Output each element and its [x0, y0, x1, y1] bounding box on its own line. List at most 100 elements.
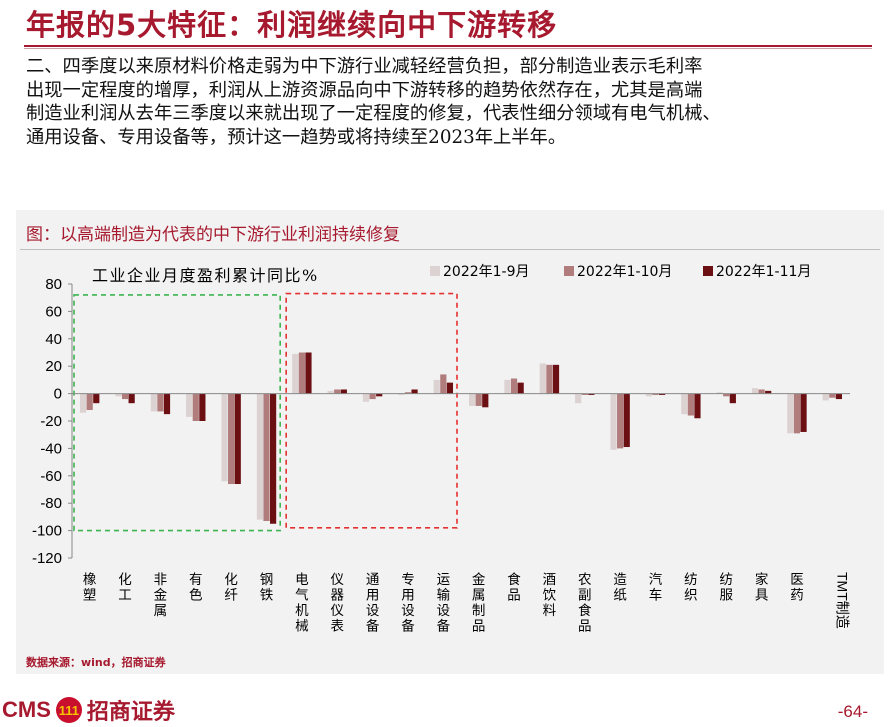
bar — [334, 389, 341, 394]
title-divider-thin — [24, 48, 872, 49]
x-tick-label: 非金属 — [154, 572, 168, 619]
bar — [157, 393, 164, 412]
x-tick-label: 化工 — [118, 572, 132, 604]
bar — [652, 393, 659, 395]
bar — [292, 353, 299, 394]
y-tick-label: -100 — [32, 523, 62, 540]
bar — [115, 393, 122, 397]
bar — [681, 393, 688, 415]
bar — [829, 393, 836, 398]
bar — [617, 393, 624, 449]
bar — [440, 374, 447, 394]
bar — [822, 393, 829, 401]
x-tick-label: 运输设备 — [437, 572, 451, 635]
bar — [546, 364, 553, 394]
bar — [121, 393, 129, 400]
x-tick-label: 造纸 — [613, 572, 627, 604]
logo-badge-icon: 111 — [55, 697, 82, 723]
x-tick-label: 纺织 — [684, 572, 698, 604]
x-tick-label: 纺服 — [719, 572, 733, 604]
bar — [510, 378, 518, 394]
y-tick-label: 20 — [45, 358, 62, 375]
bar — [758, 389, 765, 394]
bar — [93, 393, 100, 404]
page-number: -64- — [837, 702, 868, 721]
x-tick-label: 仪器仪表 — [330, 572, 344, 635]
bar — [751, 388, 759, 394]
bar — [723, 393, 730, 397]
bar — [539, 363, 546, 394]
y-tick-label: 60 — [45, 303, 62, 320]
x-tick-label: 橡塑 — [83, 572, 97, 604]
y-tick-label: -20 — [40, 413, 62, 430]
bar — [298, 352, 305, 394]
highlight-box — [73, 294, 281, 532]
x-tick-label: 通用设备 — [366, 572, 380, 635]
x-tick-label: 医药 — [790, 572, 804, 604]
legend-swatch — [430, 266, 440, 276]
bar — [835, 393, 843, 400]
bar — [575, 393, 582, 404]
x-tick-label: 家具 — [755, 571, 769, 604]
paragraph-line: 二、四季度以来原材料价格走弱为中下游行业减轻经营负担，部分制造业表示毛利率 — [26, 56, 703, 77]
legend-label: 2022年1-11月 — [716, 264, 811, 280]
legend-swatch — [703, 266, 713, 276]
company-logo: CMS 111 招商证券 — [2, 695, 175, 725]
bar — [800, 393, 807, 432]
x-tick-label: 食品 — [507, 571, 521, 604]
x-tick-label: 电气机械 — [295, 572, 309, 635]
bar — [404, 392, 412, 394]
bar — [687, 393, 694, 416]
bar — [270, 393, 277, 524]
y-tick-label: 80 — [45, 276, 62, 293]
bar — [256, 393, 263, 520]
bar — [327, 390, 334, 394]
bar — [398, 393, 405, 395]
bar — [362, 393, 370, 402]
bar — [228, 393, 235, 485]
x-tick-label: 钢铁 — [260, 572, 274, 604]
bar — [340, 389, 347, 394]
bar — [163, 393, 171, 415]
x-tick-label: 化纤 — [224, 572, 238, 604]
bar — [623, 393, 630, 448]
legend-label: 2022年1-10月 — [577, 264, 672, 280]
bar — [588, 393, 595, 395]
x-tick-label: 有色 — [189, 572, 203, 604]
paragraph-line: 制造业利润从去年三季度以来就出现了一定程度的修复，代表性细分领域有电气机械、 — [26, 103, 721, 125]
bar — [694, 393, 701, 419]
bar — [468, 393, 476, 406]
bar — [263, 393, 270, 522]
data-source: 数据来源：wind，招商证券 — [26, 656, 166, 669]
bar — [79, 393, 87, 413]
page-title: 年报的5大特征：利润继续向中下游转移 — [26, 8, 558, 42]
x-tick-label: 金属制品 — [472, 572, 486, 635]
bar — [192, 393, 199, 421]
y-tick-label: -120 — [32, 550, 62, 567]
paragraph-line: 出现一定程度的增厚，利润从上游资源品向中下游转移的趋势依然存在，尤其是高端 — [26, 79, 703, 101]
chart-panel — [16, 210, 884, 674]
x-tick-label: 农副食品 — [578, 572, 592, 635]
bar — [581, 393, 588, 395]
bar — [221, 393, 228, 482]
bar — [199, 393, 206, 421]
x-tick-label: TMT制造 — [834, 572, 850, 629]
figure-caption: 图：以高端制造为代表的中下游行业利润持续修复 — [26, 225, 400, 245]
y-tick-label: 40 — [45, 331, 62, 348]
bar — [186, 393, 193, 417]
y-tick-label: -60 — [40, 468, 62, 485]
bar — [659, 393, 666, 395]
bar — [787, 393, 794, 434]
bar — [552, 364, 560, 394]
bar — [446, 382, 454, 394]
title-divider — [24, 45, 872, 47]
bar — [411, 389, 418, 394]
bar — [793, 393, 801, 434]
bar — [305, 352, 312, 394]
bar — [482, 393, 489, 408]
bar — [475, 393, 482, 406]
x-tick-label: 汽车 — [649, 572, 663, 604]
bar — [234, 393, 241, 485]
bar — [729, 393, 736, 404]
